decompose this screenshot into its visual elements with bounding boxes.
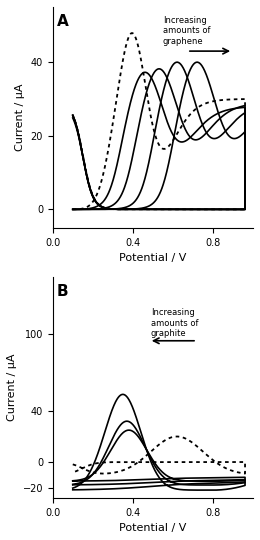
X-axis label: Potential / V: Potential / V [119,523,187,533]
X-axis label: Potential / V: Potential / V [119,253,187,263]
Text: B: B [57,284,68,299]
Text: Increasing
amounts of
graphite: Increasing amounts of graphite [151,308,198,338]
Y-axis label: Current / μA: Current / μA [15,84,25,151]
Y-axis label: Current / μA: Current / μA [7,354,17,421]
Text: A: A [57,14,68,29]
Text: Increasing
amounts of
graphene: Increasing amounts of graphene [163,16,210,45]
